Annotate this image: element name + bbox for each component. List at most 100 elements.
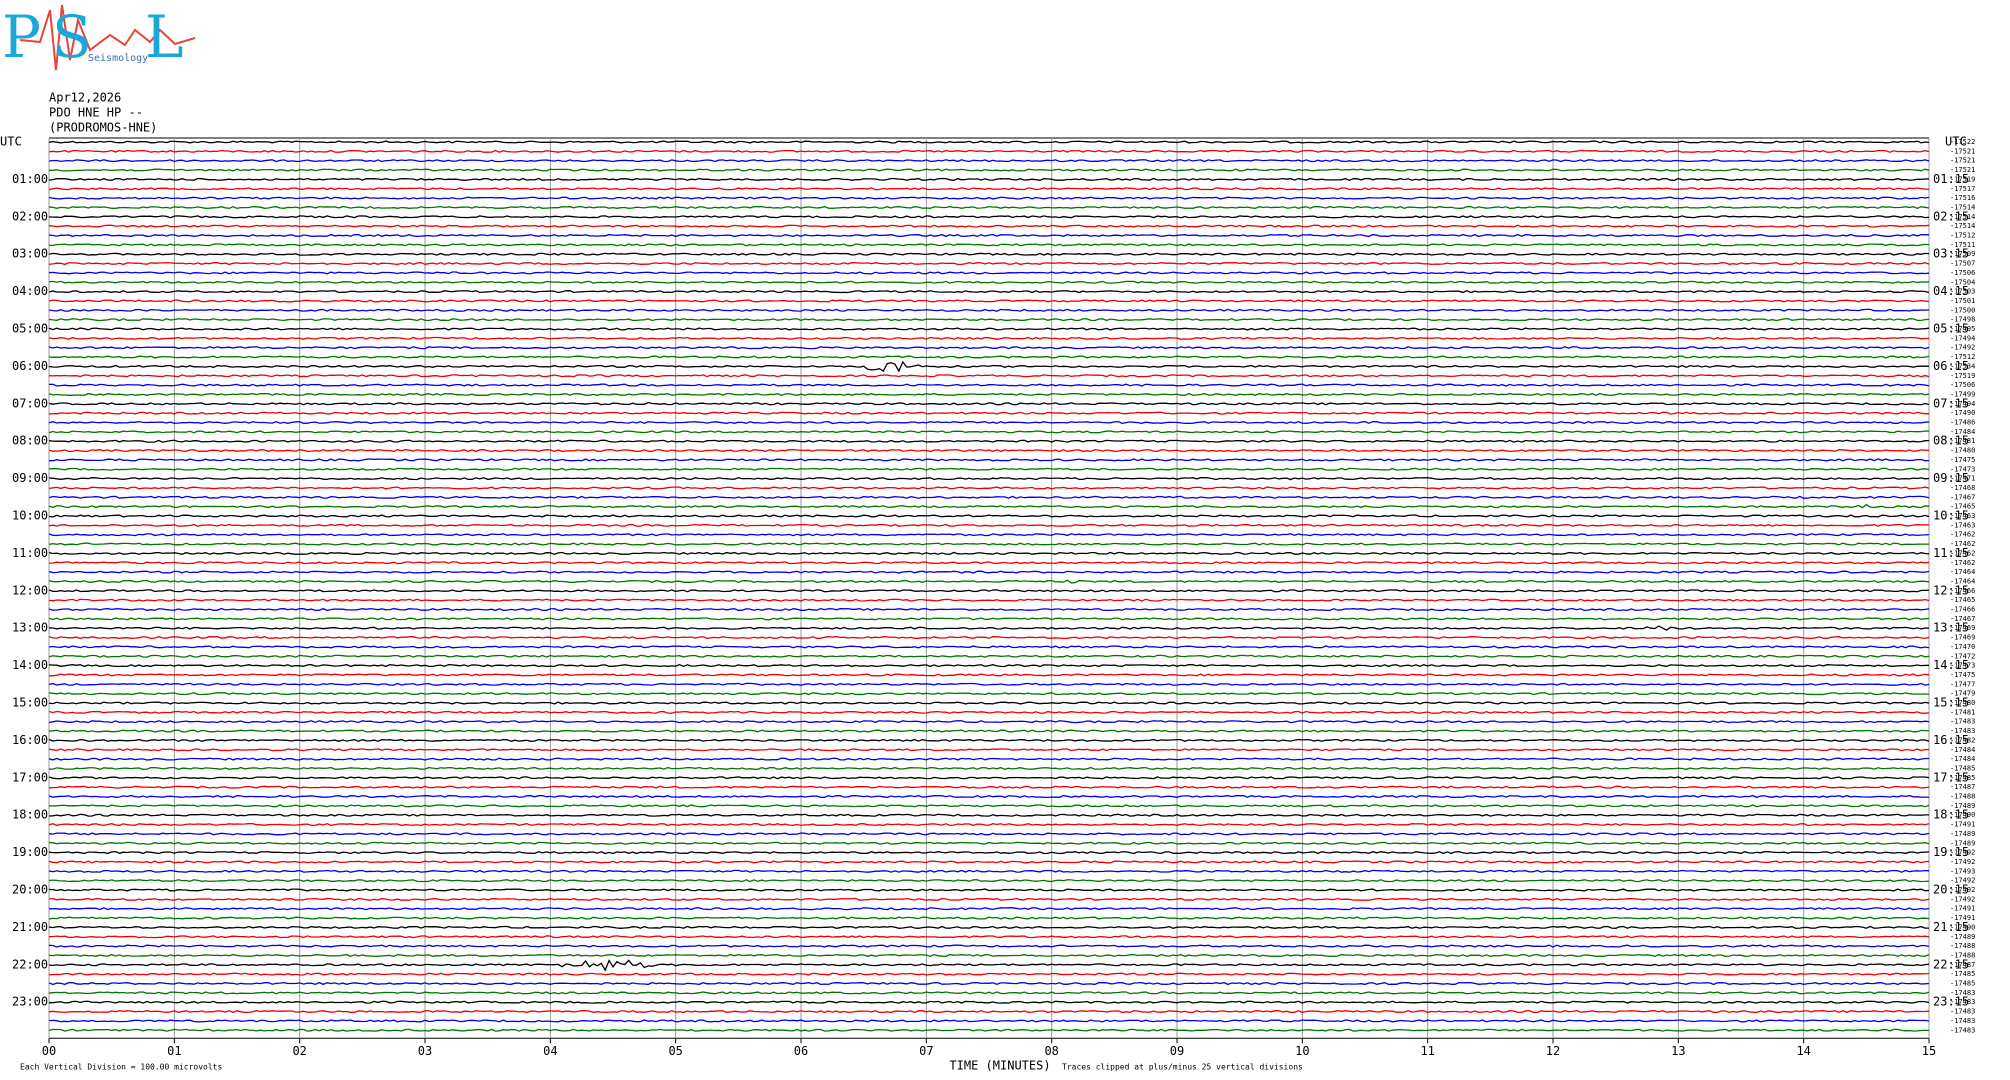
trace-offset: -17483 (1950, 718, 1975, 726)
trace (48, 280, 1930, 284)
trace (48, 374, 1930, 378)
trace-offset: -17484 (1950, 428, 1975, 436)
x-tick-label: 10 (1295, 1044, 1309, 1058)
right-hour-label: 02:15 (1933, 209, 1969, 223)
x-tick-label: 13 (1671, 1044, 1685, 1058)
trace (48, 439, 1930, 443)
trace (48, 401, 1930, 406)
trace-offset: -17469 (1950, 634, 1975, 642)
trace-offset: -17519 (1950, 372, 1975, 380)
trace (48, 308, 1930, 312)
trace (48, 1009, 1930, 1014)
right-hour-label: 18:15 (1933, 808, 1969, 822)
trace-offset: -17512 (1950, 232, 1975, 240)
trace (48, 925, 1929, 929)
trace (48, 738, 1930, 743)
trace (48, 748, 1930, 752)
trace (48, 503, 1930, 509)
trace (48, 776, 1930, 780)
right-hour-label: 19:15 (1933, 845, 1969, 859)
x-tick-label: 02 (292, 1044, 306, 1058)
date: Apr12,2026 (49, 91, 121, 105)
scale-note: Each Vertical Division = 100.00 microvol… (20, 1063, 222, 1072)
trace-offset: -17509 (1950, 250, 1975, 258)
trace (48, 617, 1930, 621)
trace-offset: -17492 (1950, 895, 1975, 903)
trace (48, 692, 1930, 696)
trace (48, 486, 1930, 490)
trace-offset: -17480 (1950, 447, 1975, 455)
trace (48, 636, 1930, 640)
trace (48, 392, 1930, 397)
trace-offset: -17462 (1950, 531, 1975, 539)
trace (48, 177, 1930, 182)
left-hour-label: 18:00 (12, 808, 48, 822)
trace (48, 991, 1930, 995)
trace (48, 346, 1930, 350)
logo-letter: P (2, 3, 41, 71)
trace (48, 959, 1930, 972)
trace (48, 916, 1930, 920)
trace (48, 420, 1930, 425)
trace (48, 252, 1930, 256)
trace-offset: -17521 (1950, 166, 1975, 174)
trace-offset: -17468 (1950, 484, 1975, 492)
right-hour-label: 06:15 (1933, 359, 1969, 373)
trace (48, 888, 1930, 892)
left-hour-label: 10:00 (12, 509, 48, 523)
trace-offset: -17490 (1950, 923, 1975, 931)
trace-offset: -17475 (1950, 456, 1975, 464)
x-tick-label: 15 (1922, 1044, 1936, 1058)
left-hour-label: 09:00 (12, 471, 48, 485)
trace (48, 813, 1929, 817)
left-hour-label: 01:00 (12, 172, 48, 186)
trace (48, 205, 1930, 209)
trace-offset: -17467 (1950, 493, 1975, 501)
logo-bg (0, 0, 200, 78)
trace (48, 589, 1930, 593)
trace-offset: -17480 (1950, 699, 1975, 707)
right-hour-label: 17:15 (1933, 770, 1969, 784)
trace-offset: -17499 (1950, 390, 1975, 398)
left-hour-label: 11:00 (12, 546, 48, 560)
trace (48, 495, 1930, 499)
trace (48, 879, 1930, 883)
trace-offset: -17465 (1950, 503, 1975, 511)
trace (48, 430, 1930, 434)
trace (48, 360, 1930, 373)
logo-caption: Seismology (88, 53, 148, 64)
logo: P S L Seismology (0, 0, 200, 78)
trace (49, 673, 1930, 677)
trace (48, 233, 1930, 238)
trace (48, 289, 1930, 294)
trace (48, 523, 1930, 527)
trace-offset: -17492 (1950, 344, 1975, 352)
trace (48, 542, 1929, 546)
left-hour-label: 12:00 (12, 583, 48, 597)
right-hour-label: 20:15 (1933, 883, 1969, 897)
logo-wave (19, 4, 196, 71)
trace (48, 710, 1930, 714)
right-hour-label: 15:15 (1933, 696, 1969, 710)
trace-offset: -17483 (1950, 1026, 1975, 1034)
trace (48, 645, 1930, 649)
right-hour-label: 11:15 (1933, 546, 1969, 560)
trace-offset: -17466 (1950, 587, 1975, 595)
trace (48, 196, 1930, 200)
trace (48, 318, 1930, 322)
trace (49, 1000, 1930, 1004)
trace-offset: -17491 (1950, 905, 1975, 913)
trace-offset: -17517 (1950, 185, 1975, 193)
trace-offset: -17521 (1950, 157, 1975, 165)
trace-offset: -17487 (1950, 961, 1975, 969)
trace-offset: -17487 (1950, 783, 1975, 791)
left-hour-label: 06:00 (12, 359, 48, 373)
trace (48, 935, 1930, 939)
trace-offset: -17463 (1950, 521, 1975, 529)
left-hour-label: 21:00 (12, 920, 48, 934)
trace-offset: -17483 (1950, 1008, 1975, 1016)
trace-offset: -17492 (1950, 858, 1975, 866)
trace (48, 701, 1930, 705)
x-tick-label: 06 (794, 1044, 808, 1058)
trace-offset: -17462 (1950, 549, 1975, 557)
